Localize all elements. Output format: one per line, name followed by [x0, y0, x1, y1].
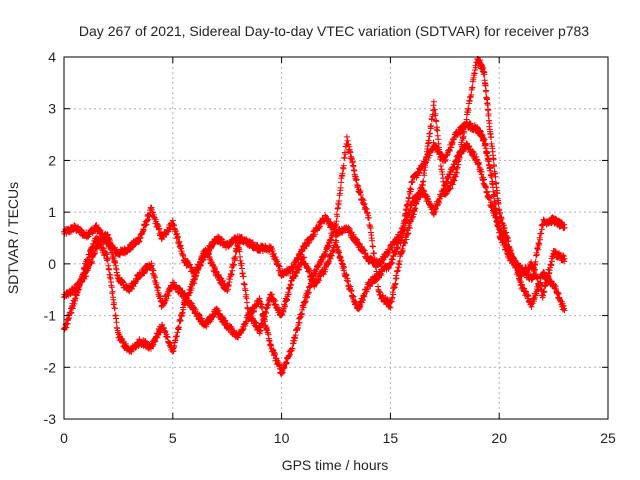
x-tick-label: 0 [60, 430, 68, 446]
x-tick-label: 15 [383, 430, 399, 446]
y-axis-label: SDTVAR / TECUs [5, 182, 21, 294]
x-tick-label: 5 [169, 430, 177, 446]
y-tick-label: 0 [48, 256, 56, 272]
y-tick-label: 3 [48, 101, 56, 117]
x-tick-label: 10 [274, 430, 290, 446]
y-tick-label: -1 [44, 308, 57, 324]
chart-title: Day 267 of 2021, Sidereal Day-to-day VTE… [79, 23, 589, 39]
y-tick-label: -2 [44, 359, 57, 375]
data-point-markers [61, 55, 568, 377]
y-tick-label: 2 [48, 152, 56, 168]
axis-ticks: 0 5 10 15 20 25 -3 -2 -1 0 1 2 3 4 [44, 49, 616, 446]
x-tick-label: 20 [491, 430, 507, 446]
x-tick-label: 25 [600, 430, 616, 446]
y-tick-label: -3 [44, 411, 57, 427]
series-track-b [61, 55, 568, 377]
plot-frame [63, 56, 609, 420]
y-tick-label: 4 [48, 49, 56, 65]
y-tick-label: 1 [48, 204, 56, 220]
x-axis-label: GPS time / hours [282, 457, 389, 473]
data-points [61, 55, 568, 377]
